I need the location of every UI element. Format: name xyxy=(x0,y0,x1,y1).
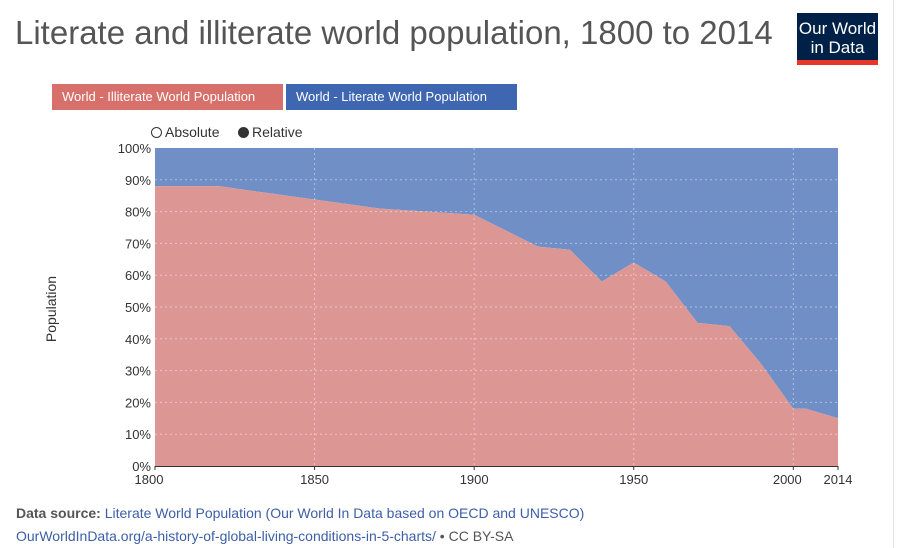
y-tick-label: 80% xyxy=(125,205,151,220)
page-title: Literate and illiterate world population… xyxy=(15,14,773,51)
y-tick-label: 100% xyxy=(118,141,152,156)
y-tick-label: 50% xyxy=(125,300,151,315)
source-url-link[interactable]: OurWorldInData.org/a-history-of-global-l… xyxy=(16,528,436,544)
x-tick-label: 1950 xyxy=(619,472,648,487)
x-tick-label: 1900 xyxy=(460,472,489,487)
y-tick-label: 10% xyxy=(125,427,151,442)
toggle-relative[interactable]: Relative xyxy=(238,124,303,140)
legend-item-illiterate[interactable]: World - Illiterate World Population xyxy=(52,84,283,110)
toggle-relative-label: Relative xyxy=(252,124,303,140)
y-tick-label: 30% xyxy=(125,364,151,379)
y-tick-label: 60% xyxy=(125,268,151,283)
y-tick-label: 40% xyxy=(125,332,151,347)
y-tick-label: 0% xyxy=(132,459,151,474)
y-axis-label: Population xyxy=(43,276,59,342)
series-area-literate xyxy=(155,148,838,419)
x-tick-label: 2000 xyxy=(773,472,802,487)
toggle-absolute[interactable]: Absolute xyxy=(151,124,219,140)
data-source-link[interactable]: Literate World Population (Our World In … xyxy=(104,505,585,521)
license-text: • CC BY-SA xyxy=(439,528,514,544)
radio-relative-icon xyxy=(238,127,249,138)
radio-absolute-icon xyxy=(151,127,162,138)
y-tick-label: 20% xyxy=(125,395,151,410)
x-tick-label: 1850 xyxy=(300,472,329,487)
data-source-label: Data source: xyxy=(16,505,101,521)
x-tick-label: 2014 xyxy=(824,472,853,487)
y-tick-label: 70% xyxy=(125,236,151,251)
legend-item-literate[interactable]: World - Literate World Population xyxy=(286,84,517,110)
source-url-line: OurWorldInData.org/a-history-of-global-l… xyxy=(16,528,513,544)
x-tick-label: 1800 xyxy=(135,472,164,487)
y-tick-label: 90% xyxy=(125,173,151,188)
series-area-illiterate xyxy=(155,186,838,466)
logo-line-2: in Data xyxy=(810,38,865,57)
owid-logo[interactable]: Our World in Data xyxy=(797,13,878,65)
logo-line-1: Our World xyxy=(798,19,877,38)
data-source: Data source: Literate World Population (… xyxy=(16,505,584,521)
toggle-absolute-label: Absolute xyxy=(165,124,220,140)
right-divider xyxy=(893,0,894,548)
